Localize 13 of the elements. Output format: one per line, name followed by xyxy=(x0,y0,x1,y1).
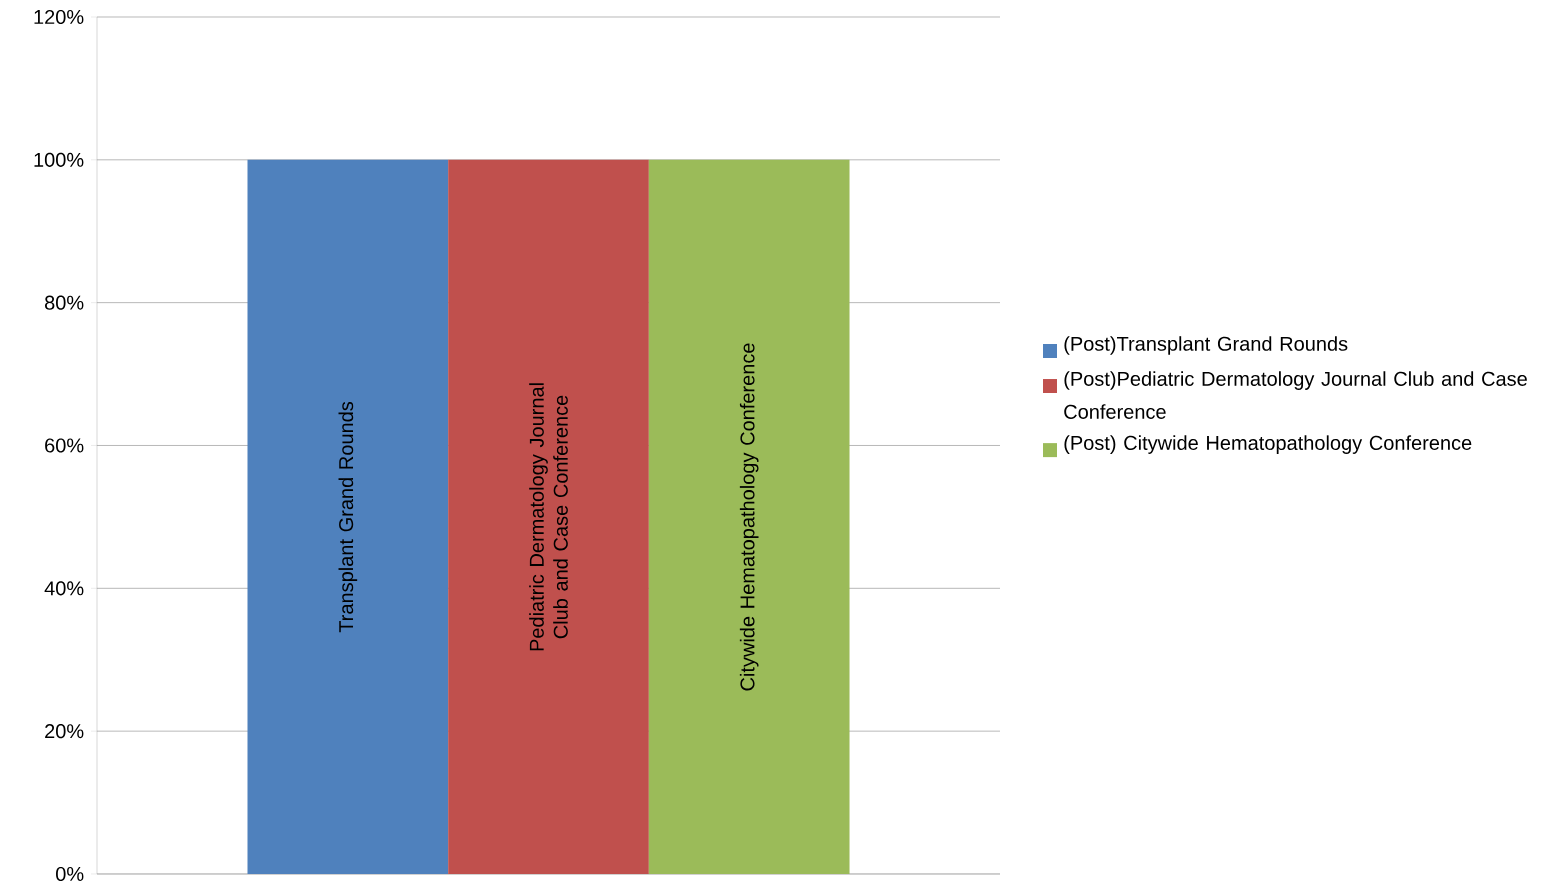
y-tick-label: 100% xyxy=(34,152,84,167)
y-tick-label: 80% xyxy=(44,295,84,310)
y-tick-label: 120% xyxy=(34,9,84,25)
legend-label: (Post)Pediatric Dermatology Journal Club and Case Conference xyxy=(1064,371,1527,419)
annotation: Citywide Hematopathology Conference xyxy=(739,343,759,691)
y-tick-label: 40% xyxy=(44,581,84,596)
legend-label: (Post)Transplant Grand Rounds xyxy=(1064,336,1348,355)
legend-label: (Post) Citywide Hematopathology Conference xyxy=(1064,435,1472,454)
y-tick-label: 20% xyxy=(45,724,84,739)
annotation: Pediatric Dermatology Journal Club and Case Conference xyxy=(529,383,568,651)
annotation: Transplant Grand Rounds xyxy=(338,401,358,633)
y-tick-label: 60% xyxy=(45,438,84,453)
y-tick-label: 0% xyxy=(56,866,84,882)
